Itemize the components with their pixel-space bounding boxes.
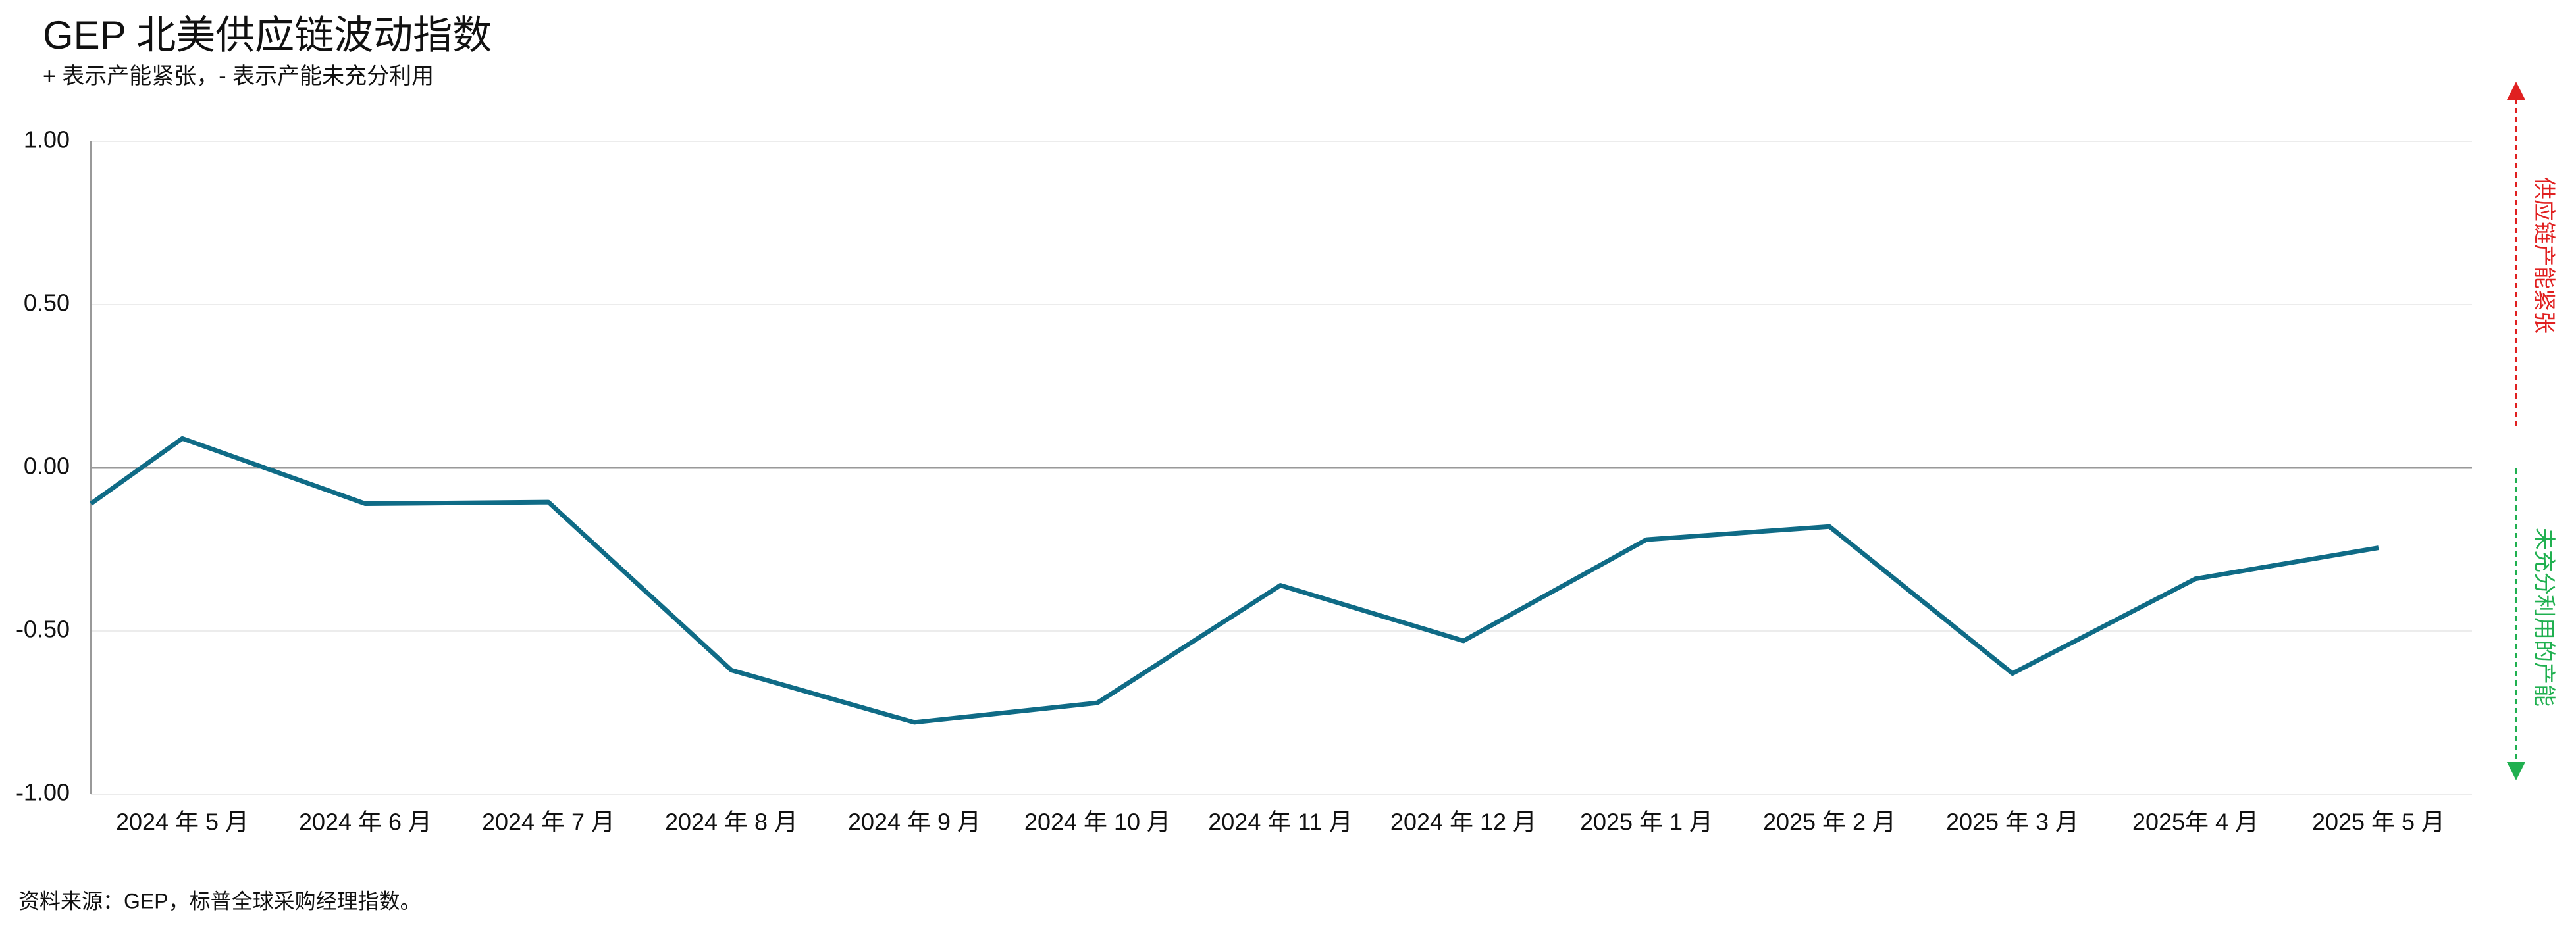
arrow-head-up — [2507, 82, 2525, 100]
y-tick-label: -1.00 — [16, 779, 70, 806]
annotation-tight: 供应链产能紧张 — [2531, 177, 2556, 334]
x-tick-label: 2024 年 10 月 — [1024, 809, 1170, 836]
chart-subtitle: + 表示产能紧张，- 表示产能未充分利用 — [43, 64, 434, 89]
x-tick-label: 2025 年 1 月 — [1580, 809, 1713, 836]
x-tick-label: 2024 年 8 月 — [665, 809, 798, 836]
y-tick-label: 0.00 — [24, 453, 70, 480]
x-tick-label: 2024 年 5 月 — [116, 809, 249, 836]
annotation-underused: 未充分利用的产能 — [2531, 528, 2556, 707]
x-tick-label: 2024 年 12 月 — [1390, 809, 1537, 836]
x-tick-label: 2024 年 6 月 — [299, 809, 432, 836]
y-tick-label: 0.50 — [24, 290, 70, 316]
x-tick-label: 2024 年 9 月 — [848, 809, 981, 836]
source-note: 资料来源：GEP，标普全球采购经理指数。 — [18, 889, 421, 913]
y-tick-label: 1.00 — [24, 126, 70, 153]
x-tick-label: 2024 年 7 月 — [482, 809, 615, 836]
arrow-head-down — [2507, 762, 2525, 780]
x-tick-label: 2024 年 11 月 — [1208, 809, 1352, 836]
x-tick-label: 2025年 4 月 — [2132, 809, 2259, 836]
y-tick-label: -0.50 — [16, 616, 70, 643]
data-line — [89, 436, 2379, 725]
chart-title: GEP 北美供应链波动指数 — [43, 13, 492, 57]
x-tick-label: 2025 年 3 月 — [1946, 809, 2079, 836]
x-tick-label: 2025 年 5 月 — [2312, 809, 2445, 836]
x-tick-label: 2025 年 2 月 — [1763, 809, 1896, 836]
